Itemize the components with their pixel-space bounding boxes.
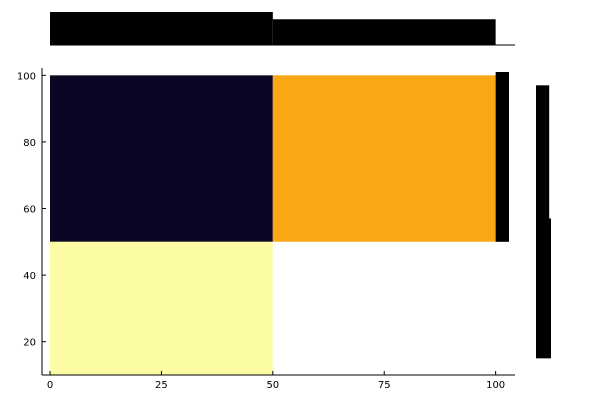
axes <box>41 68 515 376</box>
top-marginal-bar-1 <box>272 19 496 45</box>
right-marginal-bar-0 <box>536 85 550 242</box>
right-marginal-bar-1 <box>536 218 551 359</box>
x-tick-label: 100 <box>486 380 505 391</box>
heatmap-cell-1 <box>272 75 496 242</box>
heatmap-cell-2 <box>50 241 273 375</box>
y-tick-label: 80 <box>23 138 36 149</box>
y-tick-label: 20 <box>23 338 36 349</box>
y-tick-label: 100 <box>17 71 36 82</box>
x-axis-ticks: 0 25 50 75 100 <box>47 371 505 391</box>
x-tick-label: 25 <box>155 380 168 391</box>
right-marginal-histogram <box>536 85 551 359</box>
heatmap-cell-0 <box>50 75 273 242</box>
y-axis-ticks: 20 40 60 80 100 <box>17 71 46 349</box>
x-tick-label: 0 <box>47 380 53 391</box>
x-tick-label: 50 <box>266 380 279 391</box>
heatmap-cell-4 <box>495 72 509 242</box>
top-marginal-histogram <box>50 12 515 46</box>
x-tick-label: 75 <box>378 380 391 391</box>
y-tick-label: 60 <box>23 205 36 216</box>
top-marginal-bar-0 <box>50 12 273 45</box>
heatmap-cell-3 <box>272 241 496 375</box>
heatmap-cells <box>50 72 509 375</box>
y-tick-label: 40 <box>23 271 36 282</box>
